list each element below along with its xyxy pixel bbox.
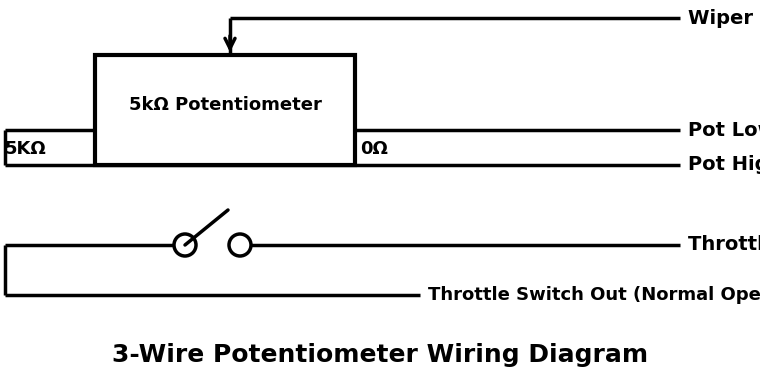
Circle shape <box>174 234 196 256</box>
Text: Wiper (0-5KΩ): Wiper (0-5KΩ) <box>688 8 760 27</box>
Text: Throttle Switch In: Throttle Switch In <box>688 236 760 254</box>
Text: Throttle Switch Out (Normal Open): Throttle Switch Out (Normal Open) <box>428 286 760 304</box>
Text: 0Ω: 0Ω <box>360 140 388 158</box>
Text: Pot Low: Pot Low <box>688 121 760 139</box>
Text: 5kΩ Potentiometer: 5kΩ Potentiometer <box>128 96 321 114</box>
Text: 3-Wire Potentiometer Wiring Diagram: 3-Wire Potentiometer Wiring Diagram <box>112 343 648 367</box>
Text: 5KΩ: 5KΩ <box>5 140 47 158</box>
Bar <box>95 55 355 165</box>
Text: Pot High: Pot High <box>688 156 760 174</box>
Circle shape <box>229 234 251 256</box>
